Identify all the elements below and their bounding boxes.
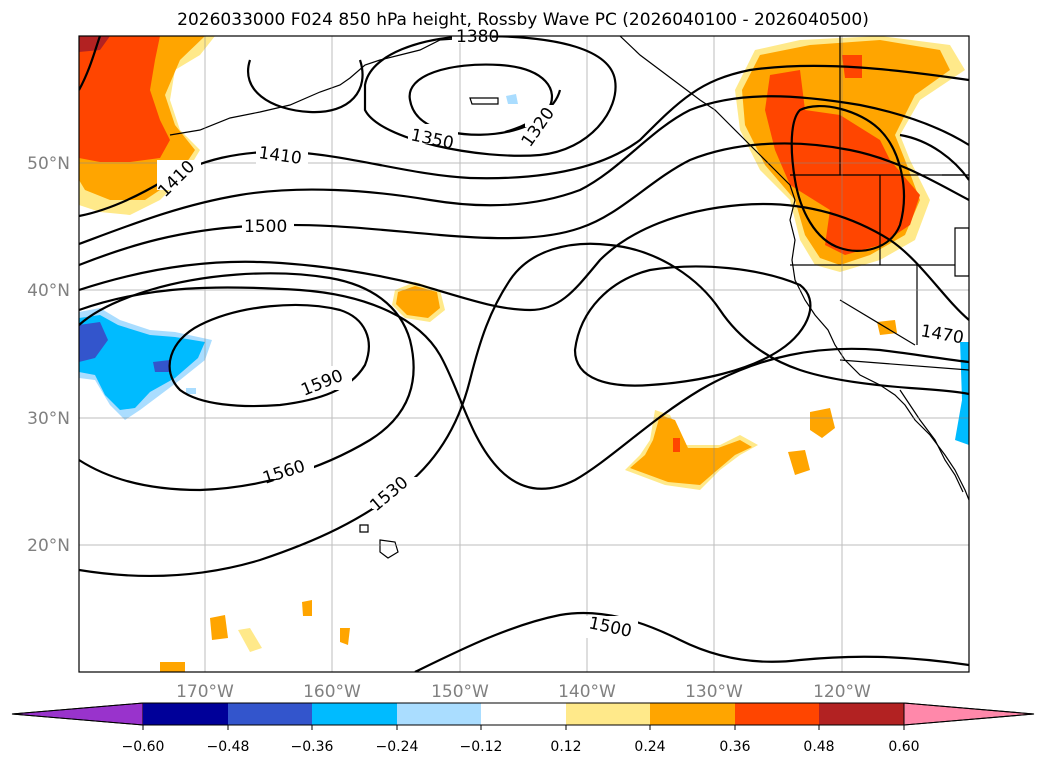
- colorbar-tick-labels: −0.60 −0.48 −0.36 −0.24 −0.12 0.12 0.24 …: [122, 739, 920, 755]
- colorbar-label-3: −0.36: [291, 739, 334, 755]
- contour-label-1500: 1500: [244, 217, 287, 237]
- contour-1530: [79, 286, 969, 490]
- border-east-box: [954, 227, 969, 277]
- negative-anomaly-shading: [79, 94, 969, 445]
- coastline-island-1: [469, 97, 499, 105]
- colorbar-segment-8: [735, 703, 819, 725]
- colorbar-label-5: −0.12: [460, 739, 503, 755]
- coastline-baja: [899, 389, 964, 493]
- colorbar-segment-4: [397, 703, 481, 725]
- coastline-alaska-panhandle: [619, 36, 791, 186]
- chart-title: 2026033000 F024 850 hPa height, Rossby W…: [177, 10, 869, 30]
- anomaly-central-pacific-blue: [79, 315, 205, 410]
- colorbar-label-2: −0.48: [207, 739, 250, 755]
- contour-1440: [79, 95, 969, 246]
- contour-nw-corner: [79, 36, 102, 91]
- contour-1590: [168, 303, 370, 408]
- anomaly-blob-h: [160, 662, 185, 672]
- anomaly-blob-d: [210, 615, 228, 640]
- contour-1530-south: [79, 242, 969, 578]
- colorbar-segment-7: [650, 703, 735, 725]
- colorbar-segment-6: [566, 703, 650, 725]
- anomaly-central-pacific-core: [153, 360, 170, 372]
- coastline-alaska: [169, 36, 521, 136]
- border-mexico: [839, 359, 969, 371]
- anomaly-ne-pacific-core: [79, 36, 110, 52]
- coastlines: [169, 36, 969, 559]
- colorbar: −0.60 −0.48 −0.36 −0.24 −0.12 0.12 0.24 …: [11, 702, 1035, 755]
- x-tick-130w: 130°W: [685, 682, 743, 702]
- colorbar-label-7: 0.24: [634, 739, 665, 755]
- contour-upper-ring: [247, 59, 364, 114]
- contour-1380-low: [363, 36, 617, 157]
- anomaly-ne-pacific-red: [79, 36, 170, 162]
- anomaly-blob-g: [340, 628, 350, 645]
- colorbar-segment-9: [819, 703, 904, 725]
- anomaly-subtropical-red: [673, 438, 680, 452]
- anomaly-small-lightblue-2: [186, 388, 196, 394]
- colorbar-segment-1: [143, 703, 228, 725]
- colorbar-label-8: 0.36: [719, 739, 750, 755]
- colorbar-label-9: 0.48: [803, 739, 834, 755]
- anomaly-small-lightblue: [506, 94, 518, 104]
- contour-loop-east: [573, 265, 812, 387]
- x-tick-160w: 160°W: [303, 682, 361, 702]
- x-tick-150w: 150°W: [431, 682, 489, 702]
- contour-1500: [79, 202, 969, 321]
- anomaly-central-pacific-darkblue: [79, 322, 108, 362]
- contour-1500-south: [414, 611, 969, 672]
- colorbar-extend-high: [903, 702, 1035, 726]
- y-tick-40n: 40°N: [27, 281, 70, 301]
- map-frame: [78, 35, 970, 673]
- map-area: [79, 36, 969, 672]
- border-state-3: [839, 299, 916, 346]
- y-tick-30n: 30°N: [27, 409, 70, 429]
- colorbar-segment-3: [312, 703, 397, 725]
- anomaly-blob-150w-orange: [396, 286, 440, 318]
- contour-1560: [79, 272, 415, 492]
- contour-far-east: [899, 133, 969, 181]
- anomaly-blob-e: [238, 628, 262, 652]
- colorbar-segment-2: [228, 703, 312, 725]
- x-tick-120w: 120°W: [813, 682, 871, 702]
- contour-west-coast-ring: [790, 105, 906, 252]
- x-tick-170w: 170°W: [176, 682, 234, 702]
- contour-label-gaps: [157, 36, 969, 638]
- x-axis-ticks: 170°W 160°W 150°W 140°W 130°W 120°W: [176, 682, 871, 702]
- anomaly-blob-a: [810, 408, 835, 438]
- colorbar-ticks: [142, 725, 905, 730]
- x-tick-140w: 140°W: [558, 682, 616, 702]
- contour-label-1380: 1380: [456, 27, 499, 47]
- anomaly-blob-f: [302, 600, 312, 616]
- coastline-hawaii-2: [359, 524, 369, 533]
- graticule: [79, 36, 969, 672]
- y-tick-50n: 50°N: [27, 154, 70, 174]
- colorbar-segment-5: [481, 703, 566, 725]
- anomaly-blob-b: [788, 450, 810, 475]
- anomaly-subtropical-orange: [630, 415, 752, 485]
- y-axis-ticks: 50°N 40°N 30°N 20°N: [27, 154, 70, 556]
- colorbar-extend-low: [11, 702, 144, 726]
- colorbar-label-1: −0.60: [122, 739, 165, 755]
- colorbar-label-6: 0.12: [550, 739, 581, 755]
- y-tick-20n: 20°N: [27, 536, 70, 556]
- colorbar-label-10: 0.60: [888, 739, 919, 755]
- colorbar-label-4: −0.24: [376, 739, 419, 755]
- coastline-hawaii-1: [379, 539, 399, 559]
